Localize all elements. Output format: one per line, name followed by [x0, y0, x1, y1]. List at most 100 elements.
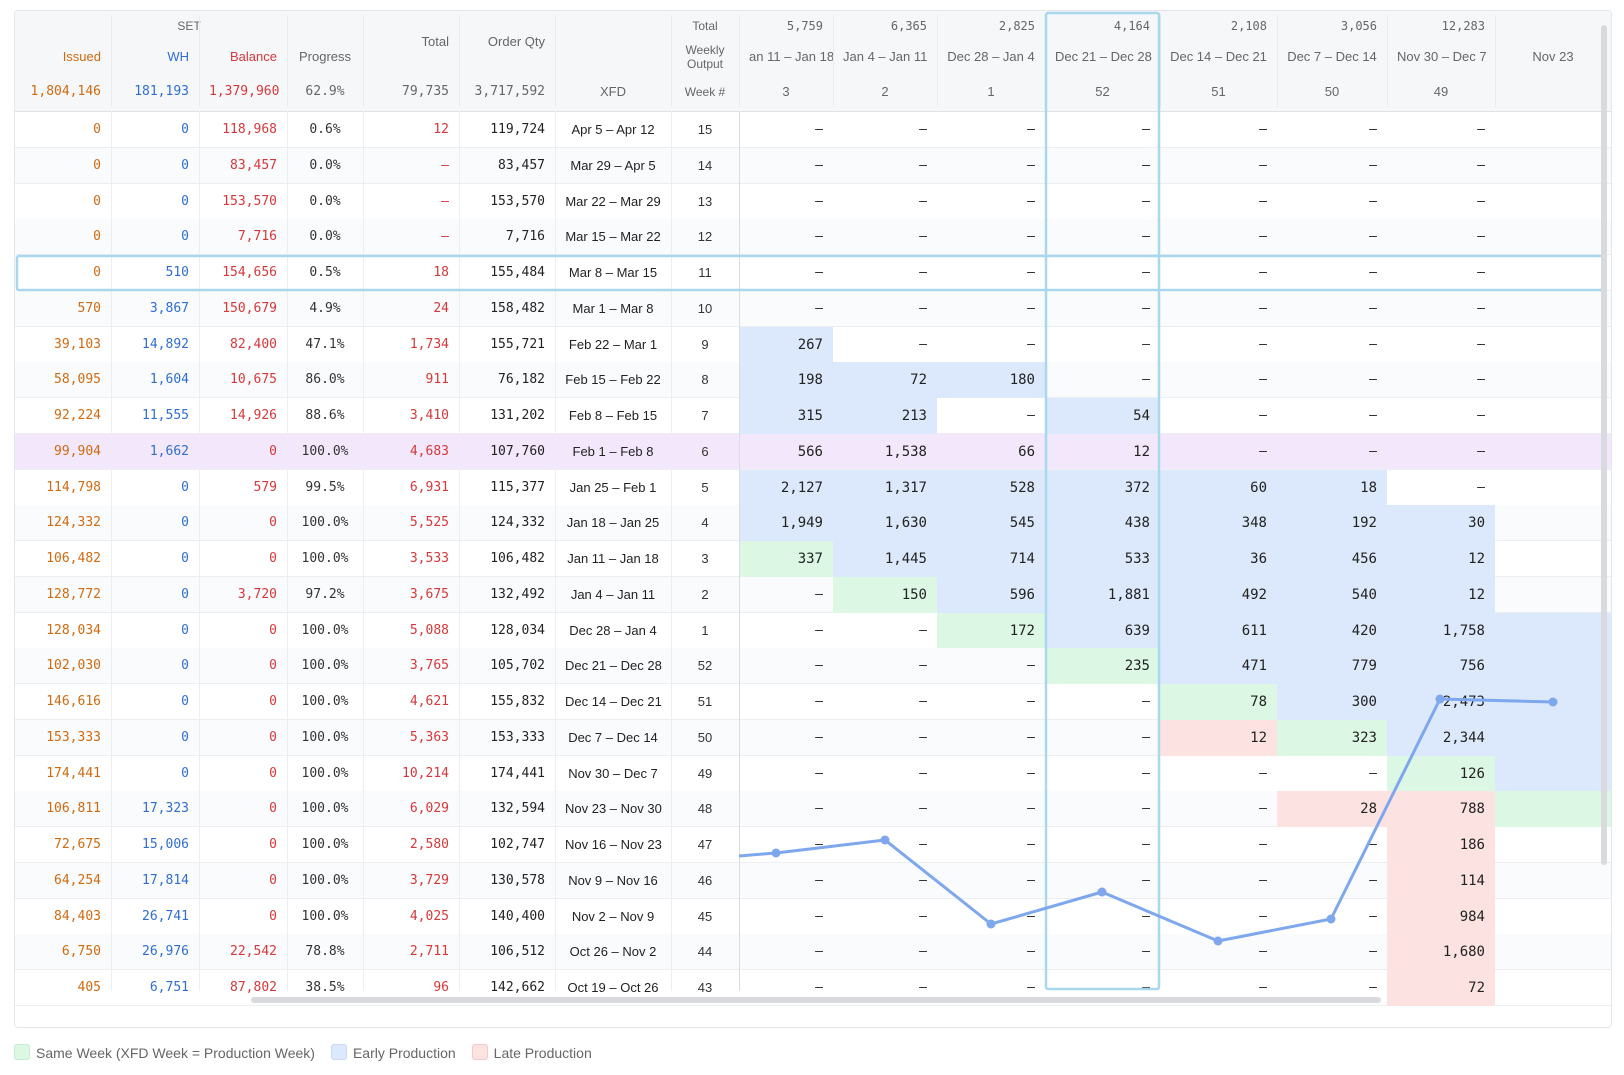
- week-cell: 788: [1387, 791, 1495, 827]
- row-xfd: Nov 2 – Nov 9: [571, 909, 655, 924]
- week-number-1: 2: [881, 84, 889, 99]
- week-cell: –: [1369, 444, 1377, 459]
- row-orderqty: 128,034: [490, 623, 545, 638]
- row-orderqty: 132,594: [490, 801, 545, 816]
- week-cell: –: [1142, 372, 1150, 387]
- row-total: 12: [433, 122, 449, 137]
- row-wh: 0: [181, 587, 189, 602]
- week-cell: [1495, 541, 1611, 577]
- week-cell: –: [1369, 372, 1377, 387]
- week-cell: –: [1259, 301, 1267, 316]
- row-issued: 153,333: [46, 730, 101, 745]
- row-week: 14: [697, 158, 713, 173]
- week-cell: –: [1259, 980, 1267, 995]
- row-progress: 100.0%: [301, 658, 349, 673]
- week-cell: –: [1027, 980, 1035, 995]
- week-cell: –: [919, 229, 927, 244]
- week-cell: –: [815, 980, 823, 995]
- row-progress: 38.5%: [305, 980, 345, 995]
- week-cell: –: [1027, 122, 1035, 137]
- week-range-0: an 11 – Jan 18: [749, 49, 833, 64]
- row-orderqty: 140,400: [490, 909, 545, 924]
- week-cell: 114: [1387, 863, 1495, 899]
- row-wh: 0: [181, 158, 189, 173]
- week-cell: 300: [1277, 684, 1387, 720]
- row-xfd: Feb 1 – Feb 8: [572, 444, 654, 459]
- row-total: 24: [433, 301, 449, 316]
- week-total-3: 4,164: [1113, 19, 1150, 33]
- week-cell: –: [1477, 229, 1485, 244]
- week-cell: 1,680: [1387, 934, 1495, 970]
- week-cell: [1495, 398, 1611, 434]
- row-xfd: Oct 19 – Oct 26: [567, 980, 659, 995]
- row-xfd: Dec 21 – Dec 28: [565, 658, 662, 673]
- row-issued: 99,904: [54, 444, 101, 459]
- row-xfd: Feb 22 – Mar 1: [568, 337, 658, 352]
- horizontal-scrollbar[interactable]: [251, 997, 1381, 1003]
- row-xfd: Mar 22 – Mar 29: [565, 194, 661, 209]
- week-cell: –: [919, 873, 927, 888]
- vertical-scrollbar[interactable]: [1601, 25, 1607, 865]
- row-progress: 99.5%: [305, 480, 345, 495]
- week-cell: 315: [739, 398, 833, 434]
- week-cell: –: [919, 623, 927, 638]
- week-cell: –: [1477, 408, 1485, 423]
- row-wh: 0: [181, 694, 189, 709]
- row-issued: 0: [93, 229, 101, 244]
- row-wh: 26,741: [142, 909, 189, 924]
- table-row[interactable]: [15, 219, 1611, 255]
- row-xfd: Mar 1 – Mar 8: [572, 301, 654, 316]
- row-orderqty: 142,662: [490, 980, 545, 995]
- row-week: 5: [701, 480, 709, 495]
- week-range-7: Nov 23: [1532, 49, 1574, 64]
- legend-late-label: Late Production: [493, 1045, 592, 1061]
- week-cell: 72: [1387, 970, 1495, 1006]
- row-week: 11: [698, 265, 712, 280]
- row-xfd: Nov 9 – Nov 16: [568, 873, 658, 888]
- week-cell: 545: [937, 505, 1045, 541]
- row-week: 3: [701, 551, 709, 566]
- row-balance: 0: [269, 551, 277, 566]
- row-week: 48: [697, 801, 713, 816]
- week-number-3: 52: [1095, 84, 1110, 99]
- row-orderqty: 155,484: [490, 265, 545, 280]
- column-divider: [555, 15, 556, 107]
- row-progress: 0.0%: [309, 229, 341, 244]
- week-cell: [1495, 255, 1611, 291]
- column-divider: [363, 111, 364, 991]
- row-wh: 0: [181, 658, 189, 673]
- week-cell: 779: [1277, 648, 1387, 684]
- row-xfd: Feb 8 – Feb 15: [568, 408, 658, 423]
- row-wh: 0: [181, 122, 189, 137]
- week-cell: –: [815, 658, 823, 673]
- table-row[interactable]: [15, 970, 1611, 1006]
- week-cell: –: [919, 801, 927, 816]
- week-cell: –: [919, 122, 927, 137]
- table-row[interactable]: [15, 148, 1611, 184]
- row-wh: 17,814: [142, 873, 189, 888]
- row-week: 9: [701, 337, 709, 352]
- column-divider: [937, 15, 938, 107]
- row-orderqty: 106,512: [490, 944, 545, 959]
- week-cell: –: [1259, 444, 1267, 459]
- week-cell: 180: [937, 362, 1045, 398]
- row-total: 4,025: [409, 909, 449, 924]
- week-cell: –: [815, 229, 823, 244]
- week-cell: 456: [1277, 541, 1387, 577]
- row-orderqty: 155,832: [490, 694, 545, 709]
- column-divider: [739, 15, 740, 107]
- week-cell: –: [1259, 229, 1267, 244]
- week-cell: –: [1369, 408, 1377, 423]
- row-balance: 579: [253, 480, 277, 495]
- issued-header: Issued: [62, 49, 101, 64]
- week-range-5: Dec 7 – Dec 14: [1287, 49, 1377, 64]
- row-issued: 92,224: [54, 408, 101, 423]
- row-balance: 0: [269, 873, 277, 888]
- table-row[interactable]: [15, 291, 1611, 327]
- row-orderqty: 174,441: [490, 766, 545, 781]
- table-row[interactable]: [15, 112, 1611, 148]
- row-progress: 100.0%: [301, 837, 349, 852]
- table-row[interactable]: [15, 434, 1611, 470]
- row-total: 3,729: [409, 873, 449, 888]
- row-wh: 0: [181, 229, 189, 244]
